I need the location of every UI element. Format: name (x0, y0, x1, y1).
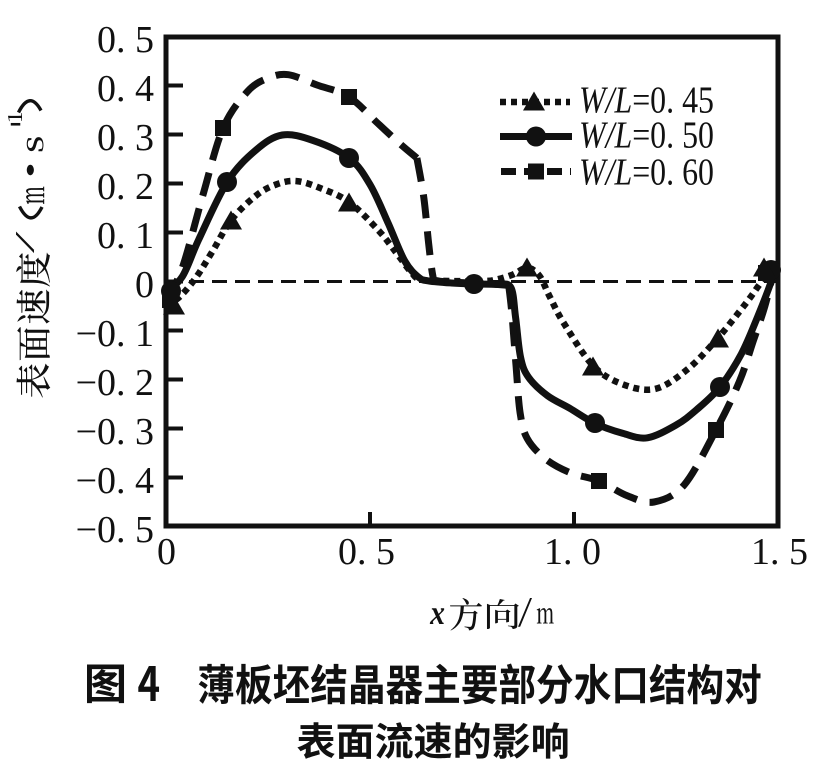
svg-text:−0. 5: −0. 5 (76, 509, 154, 551)
svg-text:0: 0 (135, 264, 154, 306)
svg-text:1. 5: 1. 5 (751, 531, 808, 573)
svg-text:1. 0: 1. 0 (544, 531, 601, 573)
svg-text:0: 0 (157, 531, 176, 573)
svg-text:0. 5: 0. 5 (338, 531, 395, 573)
svg-text:0. 4: 0. 4 (97, 68, 154, 110)
svg-text:0. 1: 0. 1 (97, 215, 154, 257)
svg-text:0. 2: 0. 2 (97, 166, 154, 208)
svg-text:−0. 2: −0. 2 (76, 362, 154, 404)
svg-text:0. 5: 0. 5 (97, 19, 154, 61)
svg-text:W/L=0. 60: W/L=0. 60 (579, 152, 714, 194)
svg-text:W/L=0. 50: W/L=0. 50 (579, 115, 714, 157)
svg-text:W/L=0. 45: W/L=0. 45 (579, 80, 714, 122)
svg-text:−0. 1: −0. 1 (76, 313, 154, 355)
svg-text:−0. 3: −0. 3 (76, 411, 154, 453)
svg-text:−0. 4: −0. 4 (76, 460, 154, 502)
svg-text:0. 3: 0. 3 (97, 117, 154, 159)
